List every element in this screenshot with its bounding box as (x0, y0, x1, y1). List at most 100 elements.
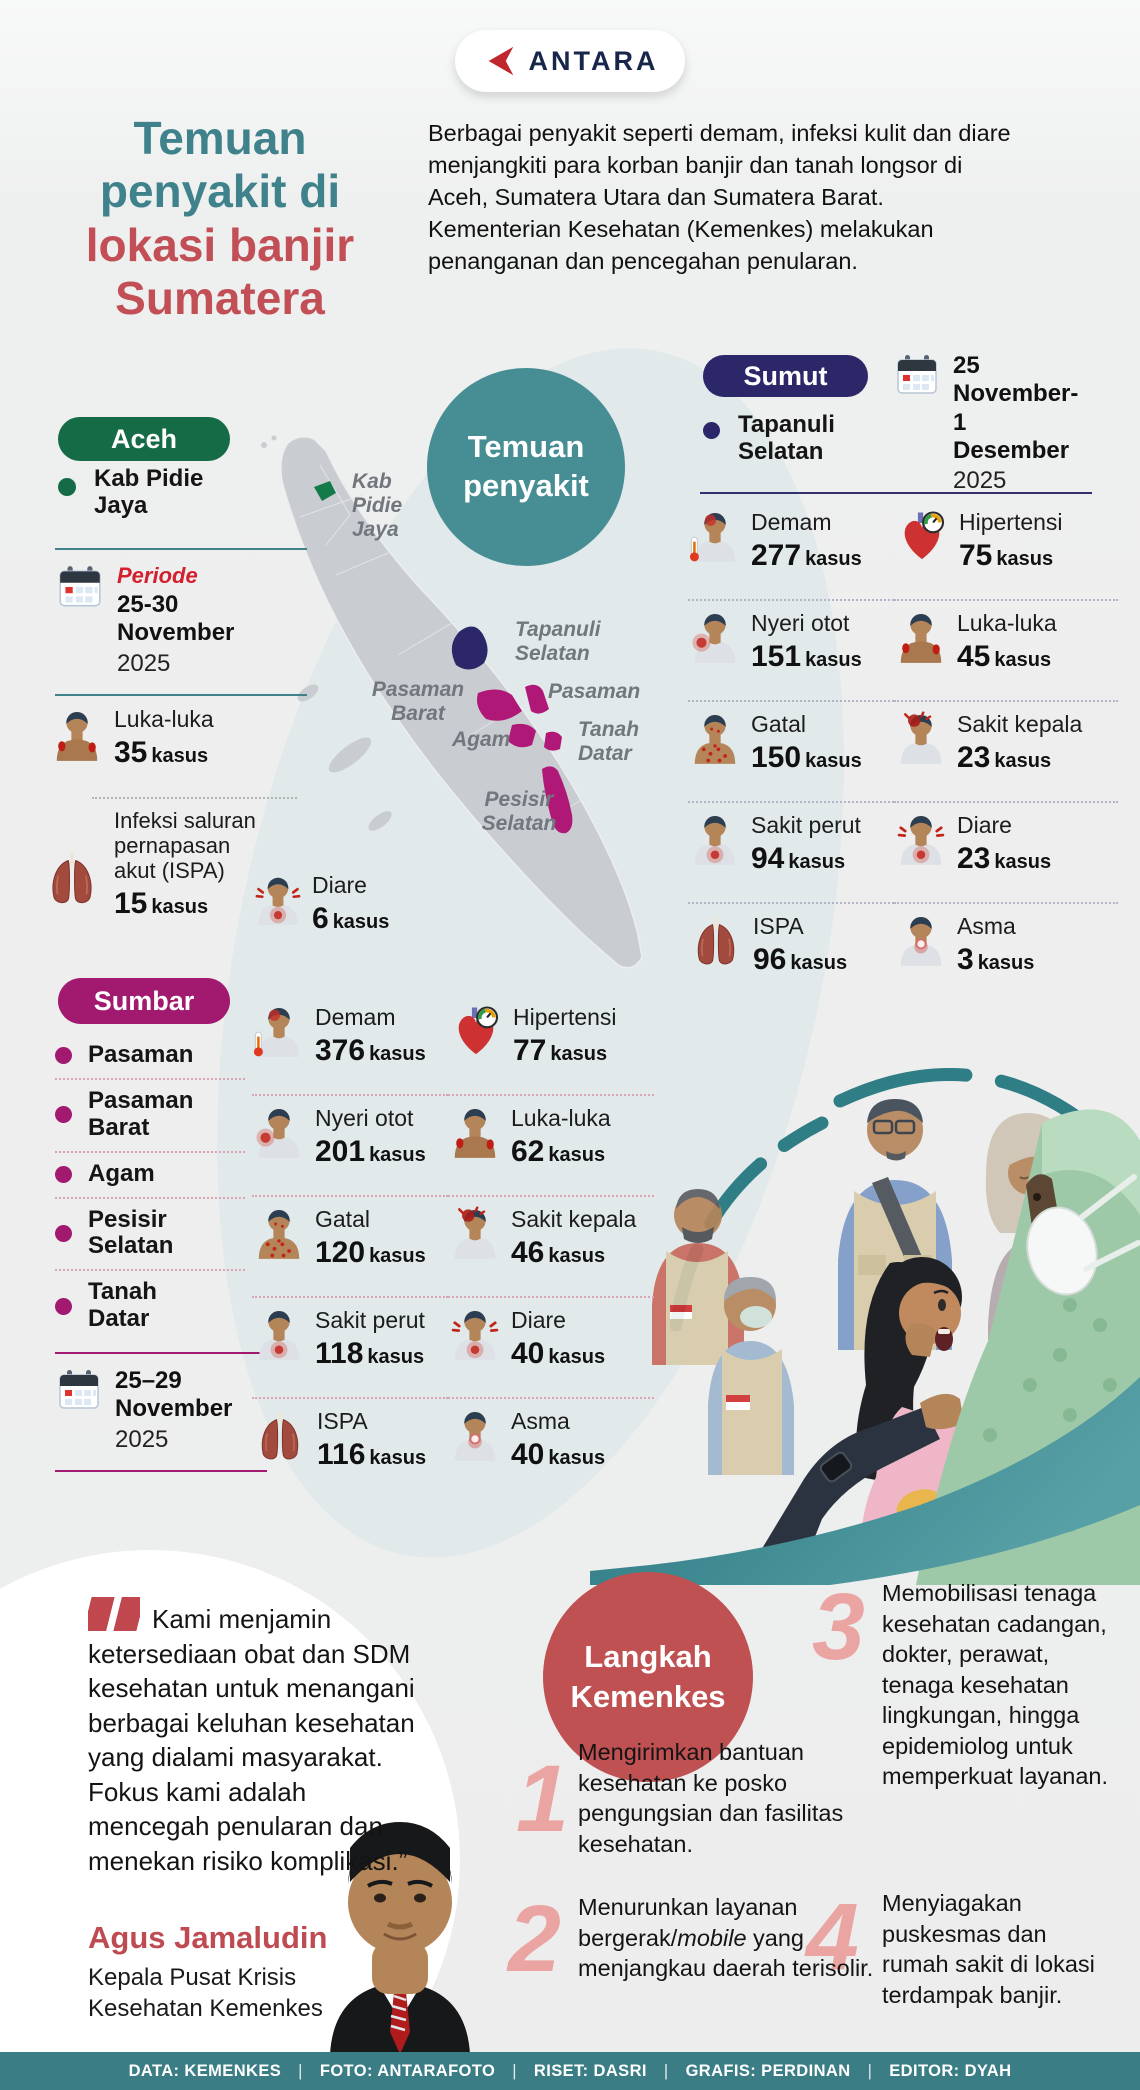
stat-unit: kasus (369, 1043, 426, 1066)
stat-unit: kasus (977, 952, 1035, 975)
list-item: Agam (55, 1153, 245, 1199)
list-item: Pasaman (55, 1034, 245, 1080)
list-item: Pasaman Barat (55, 1080, 245, 1153)
bubble-line: Temuan (467, 429, 585, 465)
aceh-period: Periode 25-30 November 2025 (55, 548, 307, 696)
stat-item: Sakit kepala 46 kasus (448, 1197, 654, 1298)
stat-value: 77 (513, 1034, 547, 1068)
fever-person-icon (688, 509, 742, 563)
map-label-pidie: Kab Pidie Jaya (352, 470, 403, 542)
stat-label: Hipertensi (513, 1004, 617, 1030)
stat-unit: kasus (151, 745, 209, 768)
stat-value: 75 (959, 539, 993, 573)
temuan-penyakit-bubble: Temuan penyakit (427, 368, 625, 566)
credits-bar: DATA: KEMENKES | FOTO: ANTARAFOTO | RISE… (0, 2052, 1140, 2090)
lungs-icon (688, 913, 744, 969)
stat-item: Sakit kepala 23 kasus (894, 702, 1118, 803)
wound-person-icon (894, 610, 948, 664)
stat-unit: kasus (788, 851, 846, 874)
quote-author: Agus Jamaludin (88, 1920, 328, 1955)
stat-value: 3 (957, 943, 974, 977)
stat-unit: kasus (550, 1043, 608, 1066)
stat-item: Diare 23 kasus (894, 803, 1118, 904)
stat-item: Asma 3 kasus (894, 904, 1118, 1005)
responder-figure (708, 1277, 794, 1475)
health-check-illustration (590, 1067, 1140, 1585)
stat-label: Gatal (751, 711, 806, 737)
headache-person-icon (894, 711, 948, 765)
antara-mark-icon (488, 46, 513, 76)
location-bullet (55, 1297, 72, 1315)
stat-unit: kasus (790, 952, 848, 975)
hypertension-heart-icon (448, 1004, 504, 1060)
location-label: Pesisir Selatan (88, 1205, 174, 1260)
stat-item: ISPA 96 kasus (688, 904, 894, 1005)
badge-aceh: Aceh (58, 417, 230, 461)
calendar-icon (55, 563, 105, 613)
location-bullet (55, 1165, 72, 1183)
headache-person-icon (448, 1206, 502, 1260)
stat-item (252, 874, 304, 931)
stat-label: ISPA (753, 913, 804, 939)
map-label-tanahdatar: Tanah Datar (578, 718, 640, 766)
location-label: Kab Pidie Jaya (94, 465, 204, 519)
stat-label: Infeksi saluran pernapasan akut (ISPA) (114, 808, 256, 884)
stat-value: 62 (511, 1135, 545, 1169)
period-dates: 25–29 November (115, 1367, 233, 1423)
location-bullet (55, 1106, 72, 1124)
list-item: Tanah Datar (55, 1271, 245, 1342)
stomachache-person-icon (688, 812, 742, 866)
fever-person-icon (252, 1004, 306, 1058)
sumut-stats-grid: Demam 277 kasus Hipertensi 75 kasus Nyeri … (688, 500, 1118, 1005)
stat-item: ISPA 116 kasus (252, 1399, 448, 1500)
credit-divider: | (867, 2061, 873, 2080)
location-label: Tapanuli Selatan (738, 411, 835, 465)
credit-divider: | (663, 2061, 669, 2080)
stat-label: Demam (751, 509, 832, 535)
calendar-icon (893, 352, 941, 400)
stat-label: Hipertensi (959, 509, 1063, 535)
stat-item: Gatal 120 kasus (252, 1197, 448, 1298)
title-line: lokasi banjir (85, 218, 355, 271)
stat-value: 46 (511, 1236, 545, 1270)
location-bullet (55, 1046, 72, 1064)
quote-text: Kami menjamin ketersediaan obat dan SDM … (88, 1597, 430, 1879)
stat-item: Nyeri otot 201 kasus (252, 1096, 448, 1197)
step-text-part: yang menjangkau daerah terisolir. (578, 1924, 874, 1982)
stat-item: Demam 376 kasus (252, 995, 448, 1096)
stat-value: 116 (317, 1438, 366, 1472)
stat-label: Diare (511, 1307, 566, 1333)
diare-person-icon (894, 812, 948, 866)
stat-value: 376 (315, 1034, 366, 1068)
stat-label: Luka-luka (511, 1105, 611, 1131)
step-number: 2 (508, 1886, 561, 1992)
stat-value: 118 (315, 1337, 364, 1371)
stat-item: Diare 6 kasus (312, 872, 442, 936)
stat-label: Asma (957, 913, 1016, 939)
wound-person-icon (448, 1105, 502, 1159)
wound-person-icon (50, 708, 104, 762)
muscle-pain-person-icon (688, 610, 742, 664)
stat-item: Sakit perut 94 kasus (688, 803, 894, 904)
stat-item: Asma 40 kasus (448, 1399, 654, 1500)
stomachache-person-icon (252, 1307, 306, 1361)
intro-paragraph: Berbagai penyakit seperti demam, infeksi… (428, 120, 1011, 274)
credit-item: DATA: KEMENKES (128, 2061, 282, 2080)
map-label-tapsel: Tapanuli Selatan (515, 618, 601, 666)
calendar-icon (55, 1367, 103, 1415)
itch-person-icon (688, 711, 742, 765)
sumut-period: 25 November- 1 Desember 2025 (893, 352, 1133, 496)
title-line: penyakit di (99, 165, 341, 218)
stat-item: Infeksi saluran pernapasan akut (ISPA) 1… (114, 808, 262, 921)
stat-value: 201 (315, 1135, 366, 1169)
stat-unit: kasus (151, 896, 209, 919)
step-number: 1 (516, 1746, 569, 1852)
map-region-pidie-jaya (314, 481, 336, 501)
step-number: 4 (806, 1884, 859, 1990)
map-regions-sumbar (477, 684, 573, 834)
stat-unit: kasus (548, 1447, 606, 1470)
step-text: Memobilisasi tenaga kesehatan cadangan, … (882, 1580, 1108, 1790)
examiner-arm (740, 1323, 964, 1585)
stat-value: 23 (957, 842, 991, 876)
stat-value: 277 (751, 539, 802, 573)
